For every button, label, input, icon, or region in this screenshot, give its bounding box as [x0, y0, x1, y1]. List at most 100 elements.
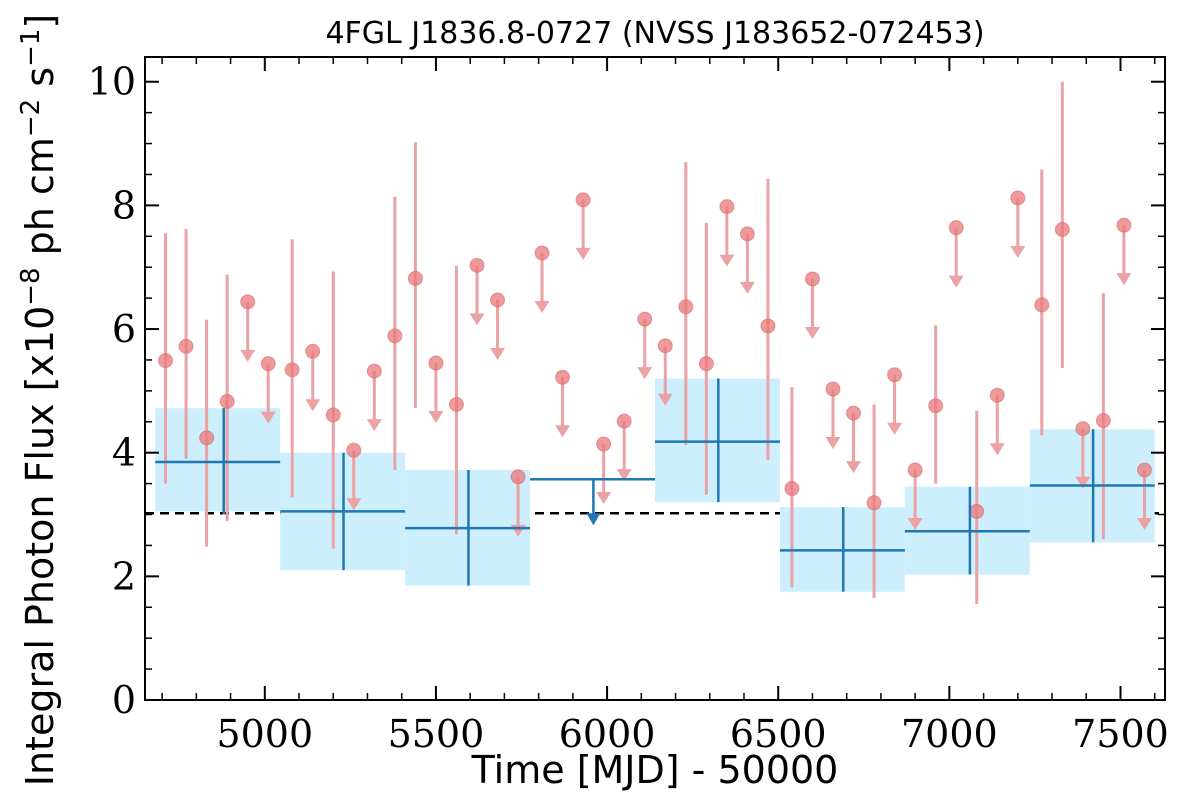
monthly-upper-limit-arrow [1116, 273, 1132, 286]
monthly-upper-limit-arrow [240, 349, 256, 362]
x-tick-label: 5500 [388, 712, 485, 756]
monthly-flux-point [948, 220, 964, 236]
monthly-upper-limit-arrow [846, 461, 862, 474]
monthly-upper-limit-arrow [719, 254, 735, 267]
monthly-upper-limit-arrow [825, 437, 841, 450]
monthly-upper-limit-arrow [428, 411, 444, 424]
monthly-upper-limit-arrow [657, 393, 673, 406]
monthly-flux-point [907, 462, 923, 478]
monthly-upper-limit-arrow [1010, 245, 1026, 258]
monthly-flux-point [719, 199, 735, 215]
monthly-series [158, 81, 1152, 605]
monthly-flux-point [510, 469, 526, 485]
x-tick-label: 7500 [1072, 712, 1169, 756]
bin-uncertainty-band [155, 408, 281, 512]
x-tick-label: 7000 [901, 712, 998, 756]
monthly-upper-limit-arrow [616, 469, 632, 482]
y-tick-label: 2 [112, 554, 136, 598]
y-tick-label: 6 [112, 307, 136, 351]
monthly-upper-limit-arrow [305, 399, 321, 412]
monthly-flux-point [928, 398, 944, 414]
monthly-flux-point [1075, 421, 1091, 437]
monthly-upper-limit-arrow [887, 422, 903, 435]
bin-upper-limit-arrow [586, 513, 601, 526]
monthly-flux-point [784, 481, 800, 497]
monthly-upper-limit-arrow [989, 443, 1005, 456]
monthly-flux-point [616, 413, 632, 429]
monthly-flux-point [1010, 190, 1026, 206]
monthly-flux-point [969, 503, 985, 519]
monthly-flux-point [178, 338, 194, 354]
monthly-flux-point [760, 318, 776, 334]
monthly-flux-point [678, 299, 694, 315]
monthly-flux-point [739, 226, 755, 242]
monthly-flux-point [989, 387, 1005, 403]
monthly-flux-point [698, 356, 714, 372]
x-tick-label: 6500 [730, 712, 827, 756]
monthly-flux-point [846, 405, 862, 421]
monthly-upper-limit-arrow [555, 425, 571, 438]
monthly-upper-limit-arrow [1075, 476, 1091, 489]
monthly-flux-point [866, 495, 882, 511]
bin-bands [155, 378, 1155, 592]
monthly-upper-limit-arrow [948, 275, 964, 288]
monthly-flux-point [1116, 217, 1132, 233]
y-tick-label: 0 [112, 678, 136, 722]
y-axis-label-exp3: −1 [16, 29, 46, 67]
monthly-flux-point [596, 436, 612, 452]
monthly-upper-limit-arrow [804, 326, 820, 339]
monthly-upper-limit-arrow [907, 518, 923, 531]
monthly-upper-limit-arrow [534, 300, 550, 313]
monthly-flux-point [260, 356, 276, 372]
monthly-flux-point [575, 192, 591, 208]
monthly-flux-point [284, 362, 300, 378]
monthly-flux-point [804, 271, 820, 287]
monthly-flux-point [1034, 297, 1050, 313]
y-axis-label-end: ] [18, 14, 62, 29]
binned-series [155, 378, 1155, 592]
monthly-flux-point [469, 257, 485, 273]
monthly-flux-point [490, 292, 506, 308]
axes: 5000 5500 6000 6500 7000 7500 0 2 4 6 8 10 [88, 56, 1169, 756]
monthly-flux-point [219, 393, 235, 409]
monthly-flux-point [657, 338, 673, 354]
y-axis-label-exp2: −2 [16, 99, 46, 137]
monthly-upper-limit-arrow [366, 419, 382, 432]
monthly-flux-point [428, 355, 444, 371]
monthly-flux-point [534, 245, 550, 261]
monthly-flux-point [1054, 221, 1070, 237]
monthly-upper-limit-arrow [346, 498, 362, 511]
monthly-upper-limit-arrow [469, 313, 485, 326]
y-axis-label: Integral Photon Flux [x10−8 ph cm−2 s−1] [16, 14, 62, 787]
monthly-flux-point [158, 353, 174, 369]
chart-title: 4FGL J1836.8-0727 (NVSS J183652-072453) [325, 16, 984, 51]
monthly-upper-limit-arrow [1136, 518, 1152, 531]
x-axis-label: Time [MJD] - 50000 [471, 748, 839, 792]
x-tick-label: 5000 [216, 712, 313, 756]
monthly-upper-limit-arrow [490, 347, 506, 360]
y-axis-label-mid2: s [18, 67, 62, 99]
y-tick-label: 8 [112, 183, 136, 227]
monthly-flux-point [825, 381, 841, 397]
monthly-flux-point [407, 270, 423, 286]
plot-frame [144, 56, 1166, 701]
monthly-upper-limit-arrow [575, 247, 591, 260]
monthly-upper-limit-arrow [637, 367, 653, 380]
monthly-flux-point [555, 369, 571, 385]
monthly-flux-point [199, 430, 215, 446]
monthly-flux-point [240, 294, 256, 310]
monthly-flux-point [387, 328, 403, 344]
monthly-flux-point [346, 442, 362, 458]
monthly-flux-point [448, 396, 464, 412]
x-tick-label: 6000 [559, 712, 656, 756]
y-axis-label-exp1: −8 [16, 267, 46, 305]
y-axis-label-main: Integral Photon Flux [x10 [18, 306, 62, 787]
monthly-flux-point [366, 363, 382, 379]
monthly-flux-point [637, 311, 653, 327]
monthly-flux-point [305, 343, 321, 359]
y-tick-label: 4 [112, 431, 136, 475]
monthly-flux-point [887, 367, 903, 383]
y-axis-label-mid: ph cm [18, 137, 62, 267]
monthly-upper-limit-arrow [260, 411, 276, 424]
